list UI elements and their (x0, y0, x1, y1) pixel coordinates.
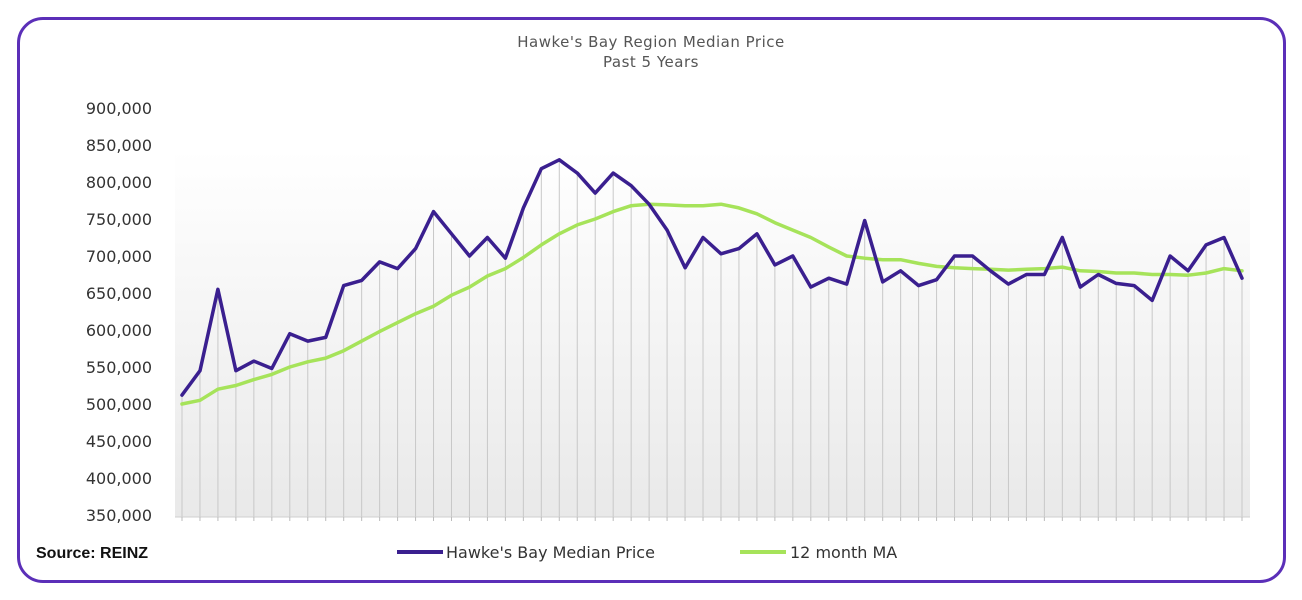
y-tick-label: 350,000 (86, 506, 152, 525)
legend-label-ma: 12 month MA (790, 543, 897, 562)
y-tick-label: 900,000 (86, 99, 152, 118)
x-axis (175, 516, 1250, 521)
y-tick-label: 650,000 (86, 284, 152, 303)
y-tick-label: 800,000 (86, 173, 152, 192)
y-tick-label: 750,000 (86, 210, 152, 229)
series-lines (180, 158, 1244, 406)
legend: Hawke's Bay Median Price 12 month MA (397, 543, 897, 562)
y-tick-label: 700,000 (86, 247, 152, 266)
chart-subtitle: Past 5 Years (603, 53, 699, 71)
y-tick-label: 850,000 (86, 136, 152, 155)
legend-label-price: Hawke's Bay Median Price (446, 543, 655, 562)
plot-area (175, 150, 1250, 517)
y-tick-label: 550,000 (86, 358, 152, 377)
source-note: Source: REINZ (36, 545, 148, 562)
y-tick-label: 600,000 (86, 321, 152, 340)
series-line-median-price (180, 158, 1244, 397)
y-tick-label: 450,000 (86, 432, 152, 451)
chart-title: Hawke's Bay Region Median Price (517, 33, 785, 51)
y-tick-label: 500,000 (86, 395, 152, 414)
drop-lines (181, 159, 1243, 517)
y-tick-label: 400,000 (86, 469, 152, 488)
y-axis: 900,000 850,000 800,000 750,000 700,000 650,0… (86, 99, 152, 525)
series-line-12-month-ma (180, 202, 1244, 406)
